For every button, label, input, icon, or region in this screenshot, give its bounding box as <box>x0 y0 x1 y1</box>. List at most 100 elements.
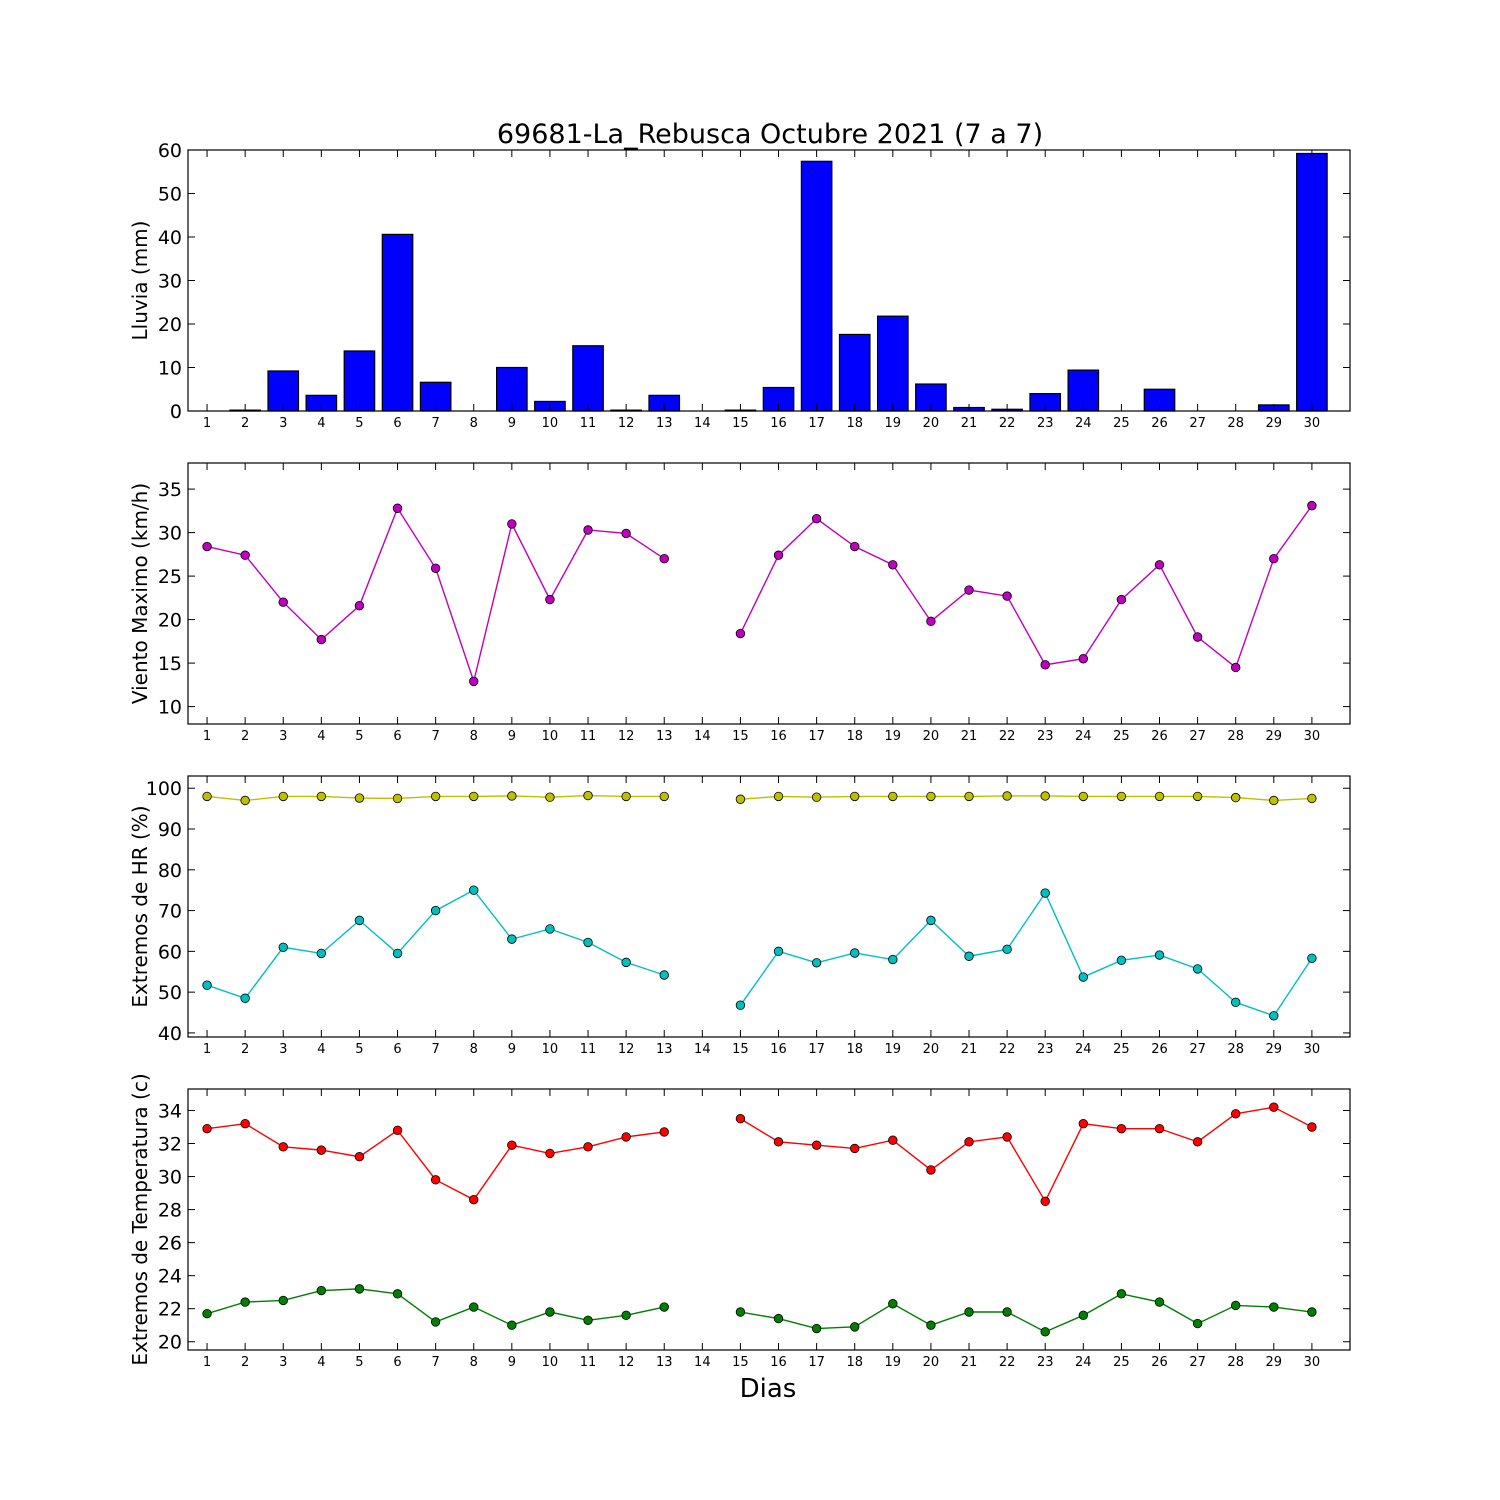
series-1-point-day-24 <box>1078 791 1089 802</box>
series-1-point-day-29 <box>1269 795 1279 806</box>
x-tick-label: 4 <box>317 729 325 744</box>
x-tick-label: 25 <box>1113 1042 1130 1057</box>
series-2-point-day-5 <box>354 915 365 926</box>
x-tick-label: 11 <box>580 1042 597 1057</box>
series-1-point-day-15 <box>735 628 746 639</box>
y-tick-label: 30 <box>158 523 182 545</box>
x-tick-label: 19 <box>885 729 902 744</box>
x-tick-label: 22 <box>999 729 1016 744</box>
y-tick-label: 40 <box>158 227 182 249</box>
series-1-point-day-27 <box>1192 632 1203 642</box>
chart-title: 69681-La_Rebusca Octubre 2021 (7 a 7) <box>497 119 1043 150</box>
series-2-point-day-29 <box>1269 1011 1279 1021</box>
x-tick-label: 15 <box>732 729 749 744</box>
plot-frame <box>187 1088 1351 1351</box>
series-2-point-day-17 <box>811 958 822 968</box>
x-tick-label: 26 <box>1151 416 1168 431</box>
x-tick-label: 3 <box>279 729 287 744</box>
y-tick-label: 20 <box>158 314 182 336</box>
x-tick-label: 7 <box>431 1355 439 1370</box>
series-1-point-day-21 <box>964 1137 974 1147</box>
x-tick-label: 17 <box>808 729 825 744</box>
x-tick-label: 30 <box>1304 729 1321 744</box>
x-tick-label: 25 <box>1113 1355 1130 1370</box>
x-tick-label: 23 <box>1037 729 1054 744</box>
x-tick-label: 18 <box>846 1355 863 1370</box>
series-1-point-day-22 <box>1002 791 1012 801</box>
series-2-point-day-15 <box>735 1307 746 1317</box>
series-1-point-day-26 <box>1154 1123 1165 1134</box>
x-tick-label: 9 <box>508 416 516 431</box>
x-tick-label: 9 <box>508 729 516 744</box>
series-1-line-1 <box>206 1122 665 1201</box>
x-tick-label: 6 <box>393 1355 401 1370</box>
series-2-point-day-21 <box>964 1307 974 1317</box>
series-2-point-day-18 <box>850 1322 860 1332</box>
y-axis-label: Lluvia (mm) <box>128 221 152 341</box>
series-2-point-day-24 <box>1078 1310 1089 1321</box>
series-2-point-day-27 <box>1192 1318 1203 1329</box>
series-1-point-day-15 <box>735 794 746 804</box>
series-2-point-day-26 <box>1154 1297 1165 1307</box>
y-axis-label: Viento Maximo (km/h) <box>128 483 152 704</box>
y-tick-label: 60 <box>158 140 182 162</box>
x-tick-label: 1 <box>203 416 211 431</box>
series-1-point-day-22 <box>1002 591 1012 601</box>
series-1-point-day-2 <box>240 1118 250 1129</box>
series-1-point-day-23 <box>1040 1196 1050 1207</box>
series-1-point-day-19 <box>888 560 898 570</box>
x-tick-label: 4 <box>317 1042 325 1057</box>
x-tick-label: 19 <box>885 416 902 431</box>
y-tick-label: 20 <box>158 1332 182 1354</box>
x-tick-label: 9 <box>508 1042 516 1057</box>
series-2-point-day-29 <box>1269 1302 1279 1312</box>
series-1-point-day-16 <box>773 791 784 802</box>
x-tick-label: 10 <box>542 729 559 744</box>
series-1-point-day-8 <box>469 676 479 687</box>
series-1-point-day-19 <box>888 1135 898 1145</box>
x-tick-label: 29 <box>1266 1355 1283 1370</box>
x-tick-label: 22 <box>999 1042 1016 1057</box>
x-tick-label: 18 <box>846 1042 863 1057</box>
series-1-point-day-28 <box>1230 792 1241 803</box>
x-tick-label: 12 <box>618 729 635 744</box>
series-2-point-day-1 <box>202 1308 212 1319</box>
x-tick-label: 15 <box>732 1042 749 1057</box>
x-tick-label: 12 <box>618 416 635 431</box>
x-tick-label: 23 <box>1037 1042 1054 1057</box>
series-2-point-day-11 <box>583 937 593 948</box>
bar-day-19 <box>876 315 909 412</box>
y-tick-label: 30 <box>158 1167 182 1189</box>
series-1-point-day-25 <box>1116 594 1127 605</box>
series-1-point-day-11 <box>583 1142 593 1152</box>
series-1-point-day-27 <box>1192 1137 1203 1147</box>
series-1-line-2 <box>740 795 1312 802</box>
series-1-point-day-27 <box>1192 791 1203 802</box>
x-tick-label: 27 <box>1189 1042 1206 1057</box>
series-2-point-day-28 <box>1230 1300 1241 1311</box>
series-1-point-day-7 <box>430 563 441 573</box>
x-tick-label: 4 <box>317 1355 325 1370</box>
series-1-point-day-13 <box>659 1127 669 1137</box>
series-2-point-day-9 <box>507 1320 517 1330</box>
y-tick-label: 28 <box>158 1200 182 1222</box>
series-2-point-day-11 <box>583 1315 593 1325</box>
x-tick-label: 2 <box>241 1042 249 1057</box>
series-1-point-day-1 <box>202 541 212 552</box>
series-1-point-day-1 <box>202 791 212 802</box>
x-tick-label: 1 <box>203 1355 211 1370</box>
series-2-point-day-23 <box>1040 1327 1050 1337</box>
series-1-point-day-24 <box>1078 654 1089 664</box>
series-1-point-day-23 <box>1040 660 1050 670</box>
x-tick-label: 13 <box>656 1355 673 1370</box>
series-1-point-day-24 <box>1078 1118 1089 1129</box>
series-1-point-day-9 <box>507 791 517 801</box>
series-1-point-day-2 <box>240 550 250 560</box>
bar-day-3 <box>267 370 300 412</box>
x-tick-label: 13 <box>656 729 673 744</box>
y-tick-label: 10 <box>158 697 182 719</box>
series-1-point-day-11 <box>583 790 593 801</box>
